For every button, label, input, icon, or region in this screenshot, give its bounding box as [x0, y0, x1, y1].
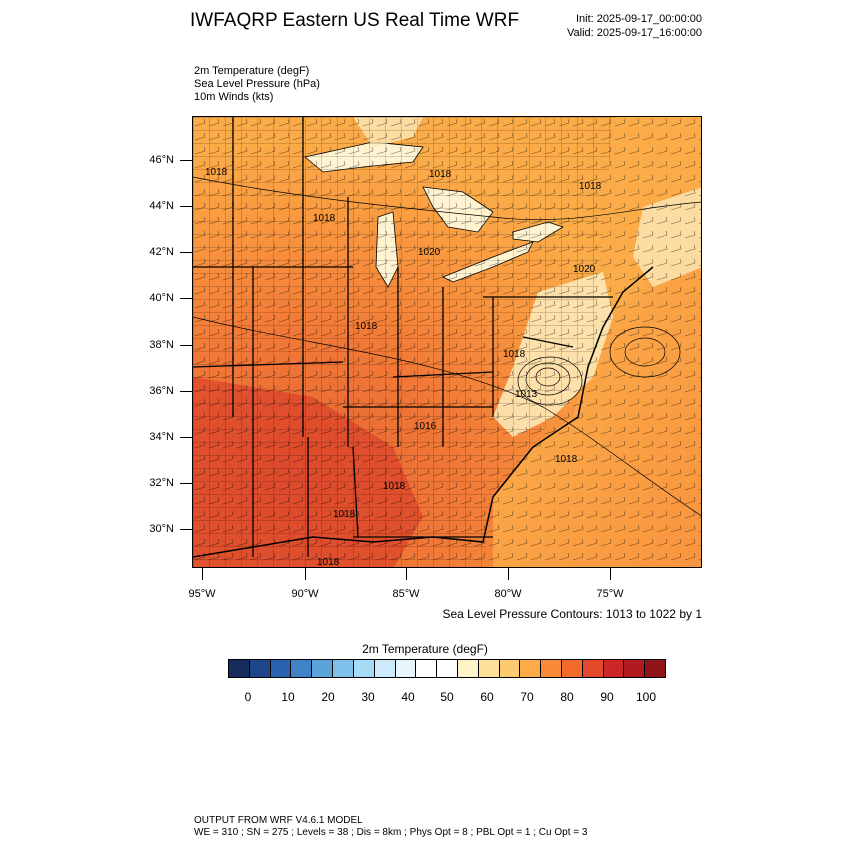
lon-label: 75°W [596, 588, 624, 600]
slp-contour-label: 1018 [579, 181, 602, 192]
footer-settings: WE = 310 ; SN = 275 ; Levels = 38 ; Dis … [194, 827, 588, 838]
colorbar-tick-label: 70 [520, 690, 534, 704]
colorbar-swatch [270, 660, 292, 677]
slp-contour-label: 1018 [503, 349, 526, 360]
colorbar-tick-label: 50 [440, 690, 454, 704]
lon-label: 80°W [494, 588, 522, 600]
colorbar-swatch [291, 660, 313, 677]
coastline [193, 266, 654, 558]
colorbar-swatch [624, 660, 646, 677]
slp-contour-label: 1013 [515, 389, 538, 400]
contour-note: Sea Level Pressure Contours: 1013 to 102… [442, 607, 703, 621]
colorbar-swatch [457, 660, 479, 677]
colorbar-swatch [562, 660, 583, 677]
colorbar-tick-label: 80 [560, 690, 574, 704]
colorbar-swatch [395, 660, 417, 677]
colorbar-swatch [499, 660, 521, 677]
colorbar-swatch [229, 660, 250, 677]
colorbar-swatch [541, 660, 562, 677]
colorbar-tick-label: 100 [635, 690, 657, 704]
slp-contour-label: 1018 [555, 454, 578, 465]
colorbar-swatch [333, 660, 354, 677]
slp-label-group: 1018 1018 1018 1018 1020 1020 1018 1018 1013 1016… [205, 167, 602, 568]
colorbar-tick-label: 10 [281, 690, 295, 704]
lat-label: 42°N [149, 246, 174, 258]
state-boundaries [193, 117, 613, 557]
slp-contour-label: 1018 [355, 321, 378, 332]
colorbar-tick-label: 60 [480, 690, 494, 704]
colorbar-swatch [312, 660, 334, 677]
slp-contour-label: 1016 [414, 421, 437, 432]
field-label-temperature: 2m Temperature (degF) [194, 65, 310, 77]
colorbar-tick-label: 30 [361, 690, 375, 704]
lat-label: 36°N [149, 385, 174, 397]
slp-contour-label: 1020 [418, 247, 441, 258]
slp-contour-label: 1018 [205, 167, 228, 178]
lat-label: 30°N [149, 523, 174, 535]
footer-model: OUTPUT FROM WRF V4.6.1 MODEL [194, 815, 363, 826]
colorbar-swatch [645, 660, 666, 677]
lon-label: 95°W [188, 588, 216, 600]
colorbar-tick-label: 40 [401, 690, 415, 704]
lat-label: 44°N [149, 200, 174, 212]
lat-label: 38°N [149, 339, 174, 351]
colorbar-swatch [353, 660, 375, 677]
colorbar-swatch [520, 660, 542, 677]
colorbar-swatch [478, 660, 500, 677]
lat-label: 34°N [149, 431, 174, 443]
colorbar-tick-label: 90 [600, 690, 614, 704]
chart-title: IWFAQRP Eastern US Real Time WRF [190, 10, 520, 31]
slp-contour-label: 1018 [429, 169, 452, 180]
lat-label: 32°N [149, 477, 174, 489]
lon-label: 85°W [392, 588, 420, 600]
field-label-winds: 10m Winds (kts) [194, 91, 274, 103]
slp-contour-label: 1018 [317, 557, 340, 568]
map-canvas: 1018 1018 1018 1018 1020 1020 1018 1018 1013 1016… [193, 117, 701, 568]
valid-time: Valid: 2025-09-17_16:00:00 [567, 27, 702, 39]
colorbar-swatch [416, 660, 438, 677]
slp-contour-label: 1018 [383, 481, 406, 492]
colorbar-tick-label: 0 [244, 690, 252, 704]
slp-contour-label: 1020 [573, 264, 596, 275]
colorbar-swatch [374, 660, 396, 677]
lat-label: 40°N [149, 292, 174, 304]
colorbar-swatch [437, 660, 458, 677]
slp-contour-label: 1018 [333, 509, 356, 520]
colorbar [228, 659, 666, 678]
lon-label: 90°W [291, 588, 319, 600]
field-label-pressure: Sea Level Pressure (hPa) [194, 78, 320, 90]
colorbar-title: 2m Temperature (degF) [362, 642, 488, 656]
colorbar-swatch [603, 660, 625, 677]
slp-contour-label: 1018 [313, 213, 336, 224]
pressure-contours [193, 176, 701, 517]
init-time: Init: 2025-09-17_00:00:00 [576, 13, 702, 25]
colorbar-tick-label: 20 [321, 690, 335, 704]
weather-map: 1018 1018 1018 1018 1020 1020 1018 1018 1013 1016… [192, 116, 702, 568]
colorbar-swatch [582, 660, 604, 677]
colorbar-swatch [249, 660, 271, 677]
lat-label: 46°N [149, 154, 174, 166]
